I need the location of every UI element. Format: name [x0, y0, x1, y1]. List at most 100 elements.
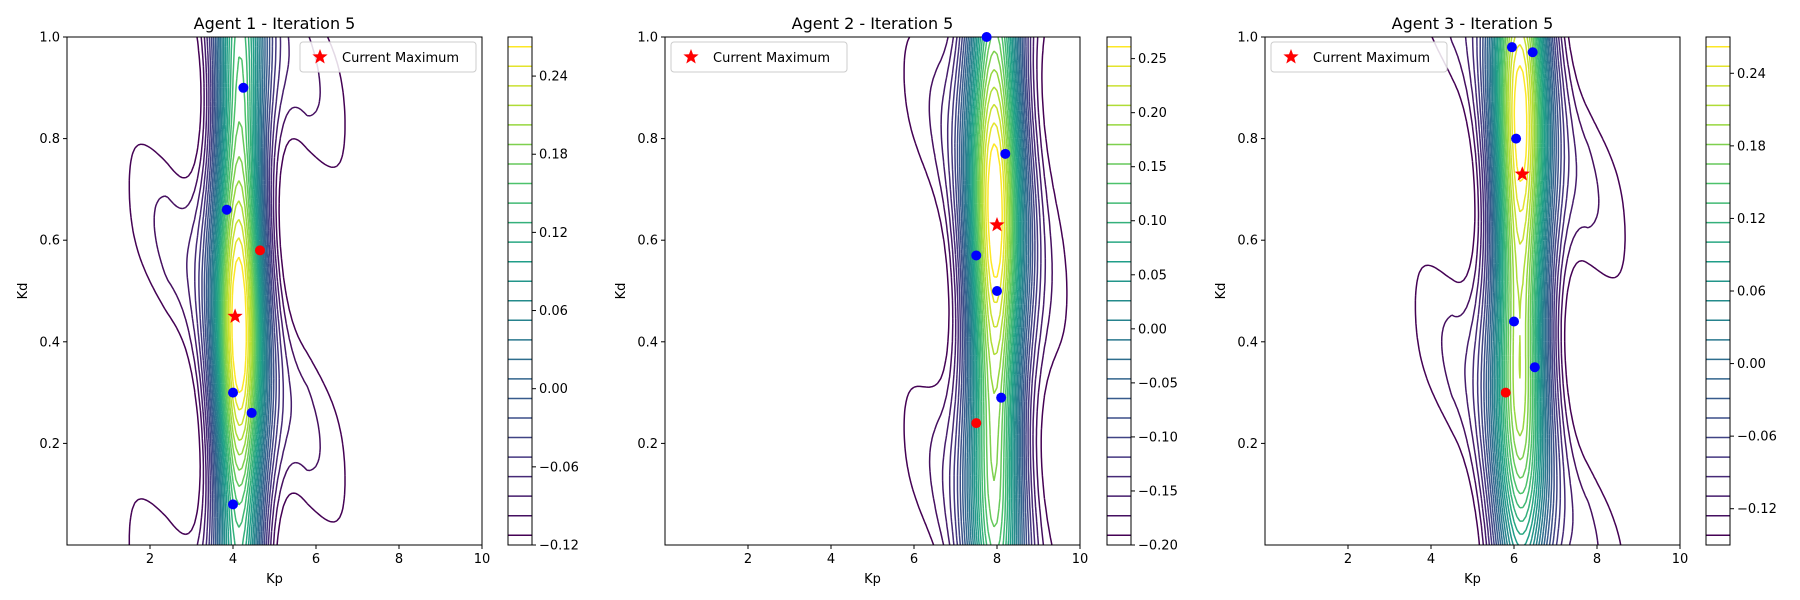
contour-line	[1494, 37, 1547, 545]
contour-line	[209, 37, 269, 545]
contour-line	[975, 37, 1015, 545]
contour-line	[1488, 37, 1554, 545]
x-tick-label: 4	[1427, 552, 1435, 567]
contour-lines	[903, 37, 1068, 545]
x-tick-label: 2	[1344, 552, 1352, 567]
colorbar: −0.20 −0.15 −0.10 −0.05 0.00 0.05 0.10 0.15 0.20…	[1106, 36, 1178, 554]
colorbar-frame	[1106, 36, 1132, 546]
colorbar-tick-label: 0.10	[1138, 214, 1167, 229]
contour-line	[928, 37, 1053, 545]
contour-line	[1484, 37, 1557, 545]
sample-point-blue	[996, 392, 1007, 403]
contour-line	[128, 37, 346, 545]
y-axis-label: Kd	[614, 283, 629, 300]
colorbar-tick-label: 0.15	[1138, 160, 1167, 175]
contour-line	[153, 37, 321, 545]
y-tick-label: 0.4	[637, 335, 658, 350]
contour-line	[207, 37, 271, 545]
contour-line	[1505, 37, 1536, 437]
y-tick-label: 1.0	[637, 31, 658, 46]
contour-line	[201, 37, 277, 545]
x-tick-label: 2	[744, 552, 752, 567]
legend: Current Maximum	[1270, 41, 1448, 73]
colorbar-tick-label: 0.06	[1737, 285, 1766, 300]
colorbar-tick-label: 0.24	[1737, 67, 1766, 82]
x-tick-label: 8	[1593, 552, 1601, 567]
colorbar-tick-label: −0.12	[539, 539, 579, 554]
contour-line	[1414, 37, 1626, 545]
y-tick-label: 1.0	[39, 31, 60, 46]
contour-line	[213, 37, 265, 545]
colorbar-tick-label: −0.20	[1138, 539, 1178, 554]
colorbar-tick-label: 0.00	[539, 382, 568, 397]
current-maximum-star	[1514, 166, 1530, 181]
colorbar-tick-label: −0.05	[1138, 376, 1178, 391]
contour-line	[956, 37, 1034, 545]
contour-line	[977, 37, 1014, 528]
x-axis-label: Kp	[1464, 572, 1481, 587]
x-tick-label: 8	[993, 552, 1001, 567]
contour-line	[967, 37, 1023, 545]
legend-label: Current Maximum	[1313, 51, 1430, 66]
contour-line	[218, 37, 260, 545]
contour-line	[1495, 37, 1546, 545]
y-tick-label: 0.2	[39, 437, 60, 452]
colorbar-tick-label: 0.18	[1737, 139, 1766, 154]
sample-point-blue	[1000, 148, 1011, 159]
axes-frame	[66, 36, 483, 546]
current-maximum-star	[989, 217, 1005, 232]
colorbar-tick-label: 0.12	[1737, 212, 1766, 227]
colorbar-tick-label: −0.15	[1138, 484, 1178, 499]
contour-line	[1502, 37, 1539, 479]
colorbar-frame	[1705, 36, 1731, 546]
contour-line	[983, 103, 1008, 328]
x-tick-label: 4	[827, 552, 835, 567]
contour-line	[972, 37, 1018, 545]
x-tick-label: 6	[910, 552, 918, 567]
legend-box	[1270, 41, 1448, 73]
contour-line	[946, 37, 1042, 545]
contour-line	[951, 37, 1039, 545]
contour-line	[1464, 37, 1578, 545]
sample-point-blue	[971, 250, 982, 261]
legend-star-icon	[1283, 49, 1299, 64]
x-tick-label: 10	[474, 552, 491, 567]
sample-point-blue	[1527, 47, 1538, 58]
colorbar-tick-label: 0.24	[539, 70, 568, 85]
contour-line	[1471, 37, 1570, 545]
contour-line	[1501, 37, 1540, 495]
colorbar-tick-label: 0.06	[539, 304, 568, 319]
contour-line	[1440, 37, 1600, 545]
contour-line	[1491, 37, 1550, 545]
sample-point-blue	[238, 82, 249, 93]
contour-line	[227, 218, 251, 427]
contour-line	[940, 37, 1047, 545]
contour-line	[1486, 37, 1555, 545]
contour-line	[981, 86, 1009, 356]
contour-line	[978, 50, 1012, 481]
x-tick-label: 10	[1672, 552, 1689, 567]
contour-line	[186, 37, 293, 545]
x-axis-label: Kp	[864, 572, 881, 587]
contour-line	[1479, 37, 1562, 545]
contour-line	[1489, 37, 1552, 545]
contour-line	[1507, 37, 1534, 379]
sample-point-blue	[246, 407, 257, 418]
sample-point-blue	[228, 387, 238, 398]
x-tick-label: 6	[312, 552, 320, 567]
colorbar-tick-label: 0.20	[1138, 106, 1167, 121]
contour-line	[216, 37, 263, 545]
legend-star-icon	[683, 49, 699, 64]
y-axis-label: Kd	[1214, 283, 1229, 300]
y-tick-label: 0.4	[1237, 335, 1258, 350]
contour-line	[1513, 65, 1528, 183]
colorbar-tick-label: −0.06	[539, 460, 579, 475]
colorbar-tick-label: 0.12	[539, 226, 568, 241]
colorbar-frame	[507, 36, 533, 546]
y-tick-label: 0.2	[1237, 437, 1258, 452]
y-axis-label: Kd	[16, 283, 31, 300]
x-tick-label: 4	[229, 552, 237, 567]
current-maximum-star	[227, 308, 243, 323]
sample-point-blue	[221, 204, 232, 215]
